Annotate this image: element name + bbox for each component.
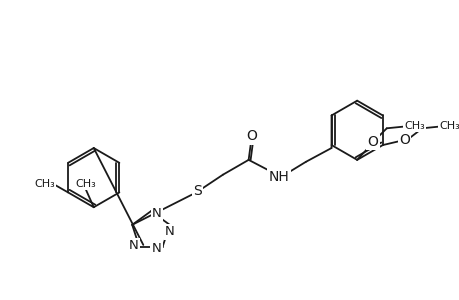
Text: N: N bbox=[164, 225, 174, 238]
Text: CH₃: CH₃ bbox=[438, 121, 459, 131]
Text: O: O bbox=[367, 135, 378, 149]
Text: O: O bbox=[246, 129, 257, 143]
Text: N: N bbox=[151, 207, 162, 220]
Text: NH: NH bbox=[268, 169, 289, 184]
Text: CH₃: CH₃ bbox=[403, 121, 424, 131]
Text: S: S bbox=[192, 184, 201, 198]
Text: CH₃: CH₃ bbox=[75, 178, 96, 188]
Text: CH₃: CH₃ bbox=[34, 178, 55, 188]
Text: N: N bbox=[151, 242, 161, 255]
Text: N: N bbox=[128, 239, 138, 252]
Text: O: O bbox=[398, 133, 409, 147]
